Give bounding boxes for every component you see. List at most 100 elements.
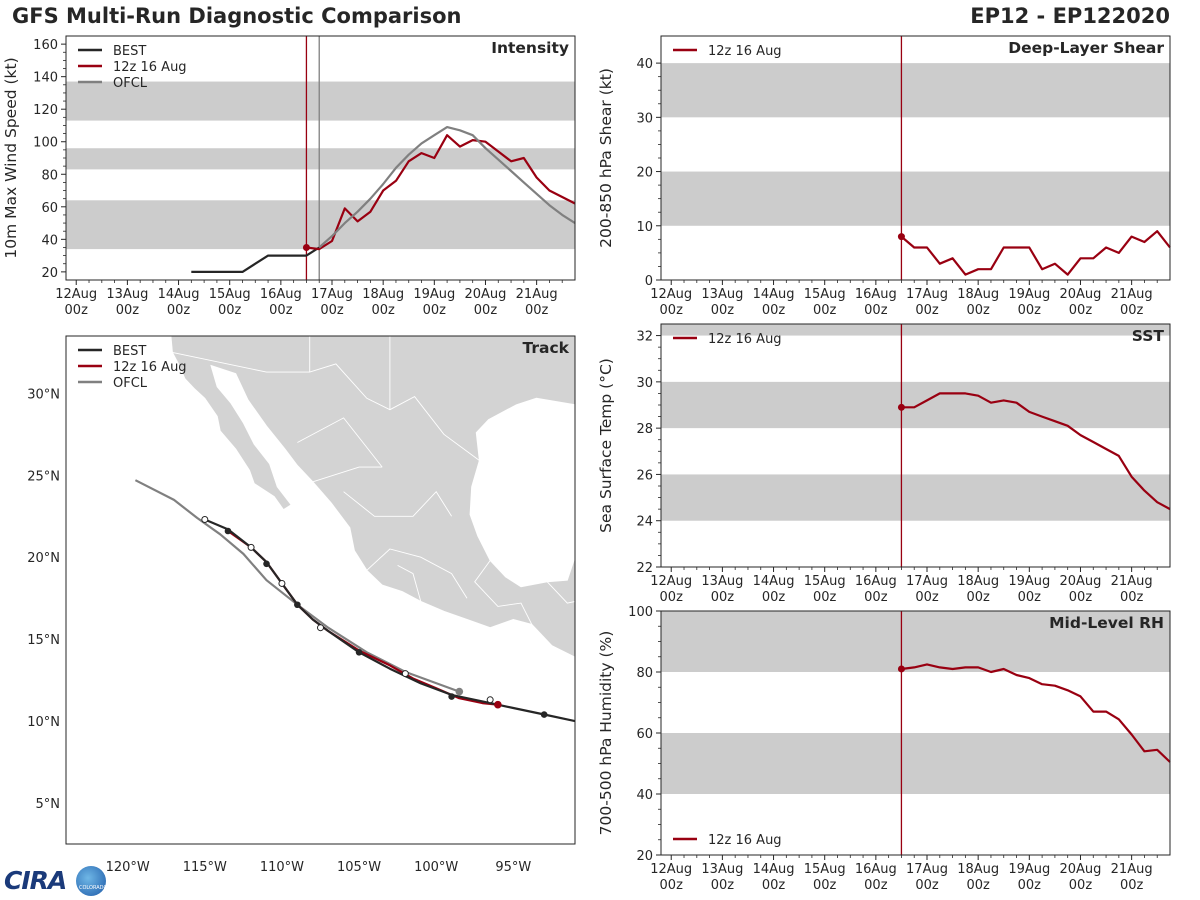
track-point-open [247,543,255,551]
legend-label: 12z 16 Aug [708,44,782,59]
panel-title: Intensity [491,39,569,57]
x-tick-label: 00z [864,878,888,893]
x-tick-label: 21Aug [1111,862,1153,877]
x-tick-label: 20Aug [1060,862,1102,877]
x-tick-label: 00z [116,303,140,318]
state-border [297,417,383,468]
lat-tick-label: 25°N [27,469,60,484]
series-line-run [901,392,1171,511]
x-tick-label: 00z [1069,878,1093,893]
map-frame [65,335,576,845]
x-tick-label: 00z [915,590,939,605]
y-tick-label: 60 [636,727,653,742]
legend-label: 12z 16 Aug [708,833,782,848]
plot-frame [65,35,576,281]
x-tick-label: 00z [966,303,990,318]
y-tick-label: 40 [41,233,58,248]
state-border [397,565,422,602]
y-axis-label: 700-500 hPa Humidity (%) [597,631,615,836]
x-tick-label: 00z [1120,303,1144,318]
init-marker [897,665,905,673]
x-tick-label: 00z [320,303,344,318]
lat-tick-label: 5°N [36,797,61,812]
y-tick-label: 0 [645,274,653,289]
lon-tick-label: 105°W [337,860,381,875]
x-tick-label: 17Aug [906,287,948,302]
track-point-filled [294,601,301,609]
panel-title: Track [523,339,570,357]
x-tick-label: 17Aug [906,574,948,589]
x-tick-label: 19Aug [1008,862,1050,877]
panel-intensity: 2040608010012014016012Aug00z13Aug00z14Au… [2,35,576,318]
x-tick-label: 13Aug [106,287,148,302]
plot-frame [660,610,1171,856]
y-axis-label: 200-850 hPa Shear (kt) [597,68,615,248]
x-tick-label: 16Aug [855,287,897,302]
lon-tick-label: 115°W [183,860,227,875]
x-tick-label: 12Aug [650,574,692,589]
y-tick-label: 120 [33,103,58,118]
x-tick-label: 13Aug [701,862,743,877]
x-tick-label: 00z [269,303,293,318]
figure-title: GFS Multi-Run Diagnostic Comparison [12,4,462,28]
series-line-run [900,230,1171,276]
y-tick-label: 24 [636,515,653,530]
y-tick-label: 100 [628,605,653,620]
threshold-band [661,611,1170,672]
x-tick-label: 00z [167,303,191,318]
lon-tick-label: 120°W [106,860,150,875]
series-line-run [306,134,576,251]
panel-title: SST [1132,327,1165,345]
threshold-band [66,200,575,250]
y-tick-label: 80 [41,168,58,183]
track-point-open [201,516,209,524]
x-tick-label: 00z [711,590,735,605]
y-tick-label: 32 [636,330,653,345]
x-tick-label: 15Aug [804,287,846,302]
x-tick-label: 15Aug [804,862,846,877]
storm-id: EP12 - EP122020 [970,4,1170,28]
x-tick-label: 00z [762,303,786,318]
state-border [366,548,468,599]
x-tick-label: 00z [1069,590,1093,605]
x-tick-label: 18Aug [957,574,999,589]
land-group [170,336,575,658]
x-tick-label: 18Aug [957,287,999,302]
x-tick-label: 17Aug [906,862,948,877]
x-tick-label: 00z [1120,878,1144,893]
track-line-ofcl [134,479,460,693]
x-tick-label: 14Aug [158,287,200,302]
state-border [474,560,533,625]
x-tick-label: 00z [660,878,684,893]
globe-icon: COLORADO [76,866,107,896]
y-tick-label: 26 [636,468,653,483]
x-tick-label: 00z [423,303,447,318]
y-tick-label: 40 [636,57,653,72]
panel-title: Deep-Layer Shear [1008,39,1164,57]
panel-title: Mid-Level RH [1049,614,1164,632]
y-tick-label: 20 [41,266,58,281]
panel-rh: 2040608010012Aug00z13Aug00z14Aug00z15Aug… [597,605,1171,893]
x-tick-label: 12Aug [650,862,692,877]
x-tick-label: 20Aug [465,287,507,302]
x-tick-label: 19Aug [1008,574,1050,589]
plot-frame [660,35,1171,281]
y-tick-label: 160 [33,38,58,53]
x-tick-label: 21Aug [516,287,558,302]
threshold-band [661,63,1170,118]
plot-area [661,324,1170,567]
x-tick-label: 12Aug [650,287,692,302]
x-tick-label: 00z [65,303,89,318]
x-tick-label: 00z [711,303,735,318]
x-tick-label: 00z [915,303,939,318]
lon-tick-label: 110°W [260,860,304,875]
legend-label: 12z 16 Aug [708,332,782,347]
track-point-filled [355,648,363,656]
x-tick-label: 14Aug [753,287,795,302]
x-tick-label: 00z [864,303,888,318]
threshold-band [66,148,575,170]
y-tick-label: 140 [33,71,58,86]
track-point-open [278,579,286,587]
init-marker [302,243,310,251]
